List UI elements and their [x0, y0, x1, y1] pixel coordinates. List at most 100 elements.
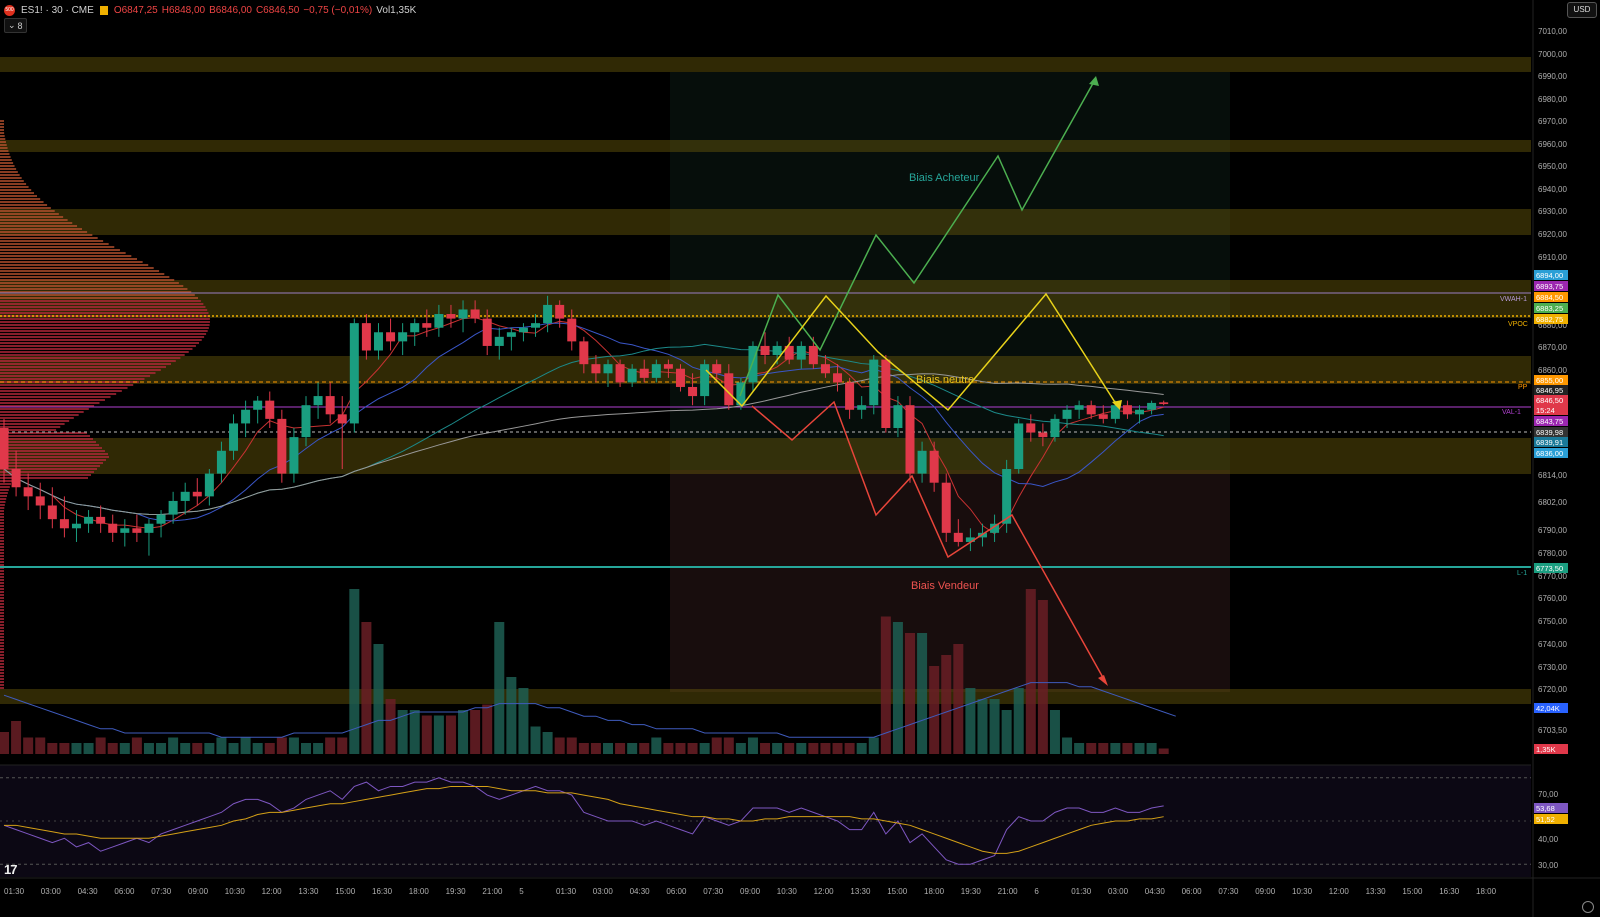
high-value: H6848,00	[161, 4, 206, 16]
seller-path	[751, 400, 1107, 684]
candle-body	[1135, 409, 1145, 415]
volume-profile-bar	[0, 369, 161, 371]
candle-body	[603, 364, 613, 374]
volume-profile-bar	[0, 522, 4, 524]
volume-bar	[844, 743, 855, 754]
volume-profile-bar	[0, 384, 134, 386]
volume-profile-bar	[0, 501, 6, 503]
price-tag-text: 6855,00	[1536, 376, 1563, 385]
volume-profile-bar	[0, 357, 181, 359]
volume-profile-bar	[0, 528, 4, 530]
volume-profile-bar	[0, 150, 9, 152]
symbol-title[interactable]: ES1! · 30 · CME	[21, 4, 94, 16]
volume-bar	[687, 743, 698, 754]
price-tag-text: 6836,00	[1536, 449, 1563, 458]
volume-bar	[518, 688, 529, 754]
volume-profile-bar	[0, 483, 11, 485]
time-tick: 07:30	[151, 887, 172, 896]
volume-profile-bar	[0, 183, 27, 185]
volume-profile-bar	[0, 396, 111, 398]
volume-bar	[301, 743, 311, 754]
time-tick: 06:00	[1182, 887, 1203, 896]
volume-profile-bar	[0, 645, 4, 647]
volume-bar	[494, 622, 505, 754]
price-tag-text: 6839,91	[1536, 438, 1563, 447]
volume-profile-bar	[0, 306, 206, 308]
volume-profile-bar	[0, 534, 4, 536]
volume-profile-bar	[0, 462, 103, 464]
price-tick: 6703,50	[1538, 726, 1567, 735]
volume-bar	[1074, 743, 1085, 754]
price-tick: 6960,00	[1538, 140, 1567, 149]
candle-body	[180, 491, 190, 501]
flag-icon[interactable]	[99, 5, 108, 15]
volume-bar	[1146, 743, 1157, 754]
volume-profile-bar	[0, 513, 4, 515]
volume-profile-bar	[0, 279, 175, 281]
volume-profile-bar	[0, 285, 184, 287]
volume-profile-bar	[0, 639, 4, 641]
volume-bar	[119, 743, 130, 754]
volume-bar	[433, 715, 444, 754]
volume-bar	[578, 743, 589, 754]
volume-bar	[639, 743, 650, 754]
candle-body	[108, 523, 118, 533]
price-tag-text: 6884,50	[1536, 293, 1563, 302]
candle-body	[808, 345, 818, 365]
volume-bar	[192, 743, 203, 754]
candle-body	[724, 373, 734, 406]
candle-body	[301, 405, 311, 438]
price-tick: 6880,00	[1538, 321, 1567, 330]
candle-body	[325, 396, 335, 415]
volume-value: Vol1,35K	[376, 4, 417, 16]
candle-body	[627, 368, 637, 383]
rsi-line	[3, 777, 1164, 865]
volume-profile-bar	[0, 555, 4, 557]
ma-long-line	[3, 373, 1164, 515]
indicators-toggle[interactable]: ⌄ 8	[4, 18, 27, 33]
candle-body	[651, 364, 661, 378]
price-tick: 6970,00	[1538, 117, 1567, 126]
volume-bar	[965, 688, 976, 754]
volume-profile-bar	[0, 597, 4, 599]
candle-body	[470, 309, 480, 319]
volume-profile-bar	[0, 366, 167, 368]
candle-body	[458, 309, 468, 319]
volume-profile-bar	[0, 675, 4, 677]
time-tick: 18:00	[924, 887, 945, 896]
candle-body	[857, 405, 867, 410]
settings-icon[interactable]	[1582, 901, 1594, 913]
candle-body	[820, 364, 830, 374]
volume-bar	[892, 622, 903, 754]
volume-profile-bar	[0, 192, 35, 194]
volume-profile-bar	[0, 552, 4, 554]
volume-bar	[663, 743, 674, 754]
volume-profile-bar	[0, 189, 32, 191]
candle-body	[760, 345, 770, 356]
volume-profile-bar	[0, 138, 6, 140]
volume-bar	[735, 743, 746, 754]
time-tick: 18:00	[409, 887, 430, 896]
candle-body	[990, 523, 1000, 533]
time-tick: 5	[519, 887, 524, 896]
candle-body	[253, 400, 263, 410]
volume-profile-bar	[0, 414, 79, 416]
candle-body	[1159, 402, 1169, 405]
currency-button[interactable]: USD	[1567, 2, 1597, 18]
volume-profile-bar	[0, 618, 4, 620]
volume-bar	[458, 710, 469, 754]
volume-profile-bar	[0, 297, 199, 299]
volume-profile-bar	[0, 510, 4, 512]
volume-profile-bar	[0, 588, 4, 590]
volume-profile-bar	[0, 231, 88, 233]
volume-bar	[228, 743, 239, 754]
tradingview-logo-icon[interactable]: 17	[4, 862, 18, 877]
volume-bar	[361, 622, 372, 754]
volume-profile-bar	[0, 489, 9, 491]
volume-ma-line	[3, 682, 1176, 738]
volume-profile-bar	[0, 309, 208, 311]
volume-bar	[723, 737, 734, 754]
volume-profile-bar	[0, 237, 98, 239]
volume-bar	[747, 737, 758, 754]
